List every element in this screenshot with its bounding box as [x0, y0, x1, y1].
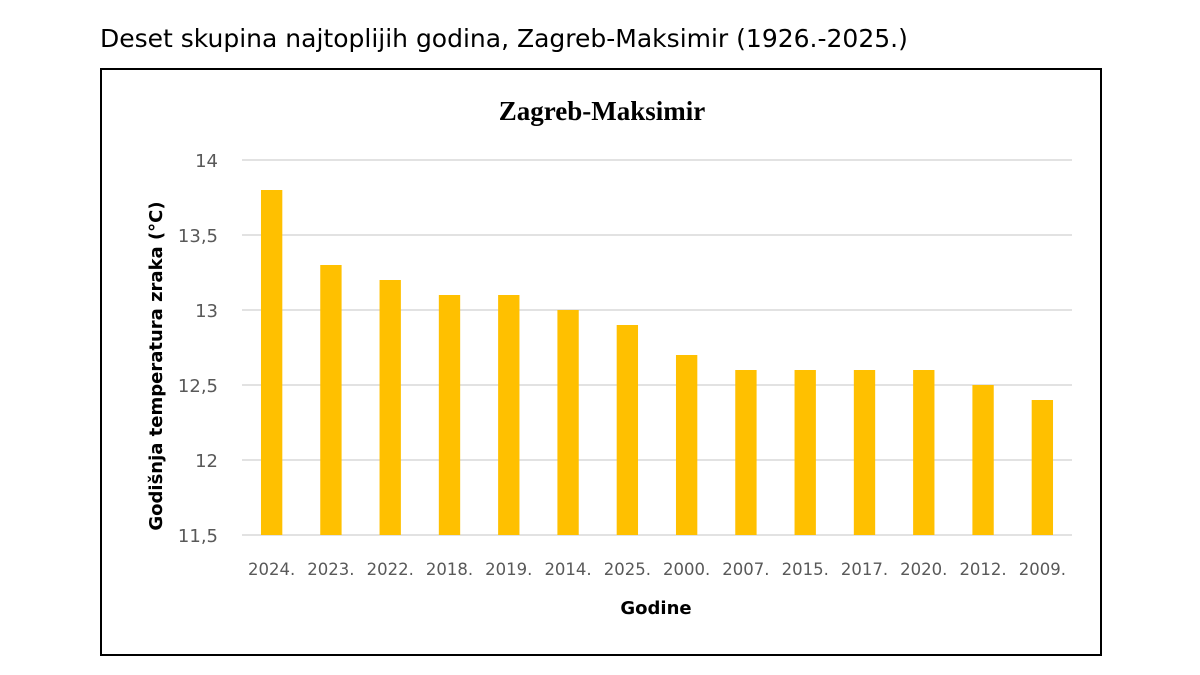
chart-frame: Zagreb-Maksimir Godišnja temperatura zra…: [100, 68, 1102, 656]
x-tick-label: 2022.: [367, 560, 414, 579]
y-tick-label: 12,5: [178, 376, 218, 397]
bar: [260, 190, 283, 535]
bar: [320, 265, 342, 535]
bar: [438, 295, 461, 535]
y-axis-label: Godišnja temperatura zraka (°C): [146, 201, 167, 530]
bar: [972, 385, 994, 535]
bar-chart: Zagreb-Maksimir Godišnja temperatura zra…: [146, 96, 1072, 619]
x-tick-label: 2014.: [544, 560, 591, 579]
x-axis-ticks: 2024. 2023. 2022. 2018. 2019. 2014. 2025. 2000.…: [248, 560, 1066, 579]
bar: [675, 355, 698, 535]
bar: [1031, 400, 1054, 535]
x-tick-label: 2020.: [900, 560, 947, 579]
bar: [379, 280, 401, 535]
x-tick-label: 2024.: [248, 560, 295, 579]
x-tick-label: 2009.: [1019, 560, 1066, 579]
x-tick-label: 2000.: [663, 560, 710, 579]
bar: [735, 370, 757, 535]
bar: [913, 370, 935, 535]
y-tick-label: 13: [195, 301, 218, 322]
chart-title: Zagreb-Maksimir: [499, 96, 705, 126]
x-tick-label: 2012.: [959, 560, 1006, 579]
bar: [557, 310, 579, 535]
x-tick-label: 2018.: [426, 560, 473, 579]
x-tick-label: 2007.: [722, 560, 769, 579]
x-tick-label: 2023.: [307, 560, 354, 579]
page-heading: Deset skupina najtoplijih godina, Zagreb…: [100, 24, 908, 53]
x-tick-label: 2017.: [841, 560, 888, 579]
x-tick-label: 2025.: [604, 560, 651, 579]
x-tick-label: 2015.: [782, 560, 829, 579]
bar: [616, 325, 639, 535]
y-tick-label: 12: [195, 451, 218, 472]
bar: [794, 370, 816, 535]
bars: [260, 190, 1054, 535]
bar: [853, 370, 876, 535]
bar: [498, 295, 520, 535]
y-tick-label: 13,5: [178, 226, 218, 247]
x-axis-label: Godine: [620, 598, 691, 619]
gridlines: [242, 159, 1072, 536]
y-tick-label: 14: [195, 151, 218, 172]
y-axis-ticks: 11,5 12 12,5 13 13,5 14: [178, 151, 218, 547]
x-tick-label: 2019.: [485, 560, 532, 579]
y-tick-label: 11,5: [178, 526, 218, 547]
